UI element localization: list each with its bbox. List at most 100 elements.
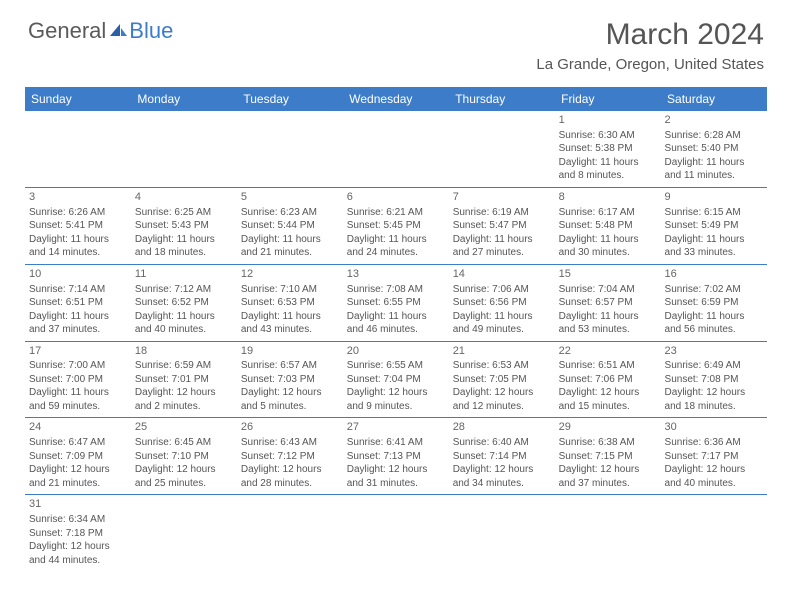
calendar-row: 17Sunrise: 7:00 AMSunset: 7:00 PMDayligh… — [25, 341, 767, 418]
calendar-cell: 7Sunrise: 6:19 AMSunset: 5:47 PMDaylight… — [449, 187, 555, 264]
cell-line: and 31 minutes. — [347, 477, 445, 491]
calendar-row: 1Sunrise: 6:30 AMSunset: 5:38 PMDaylight… — [25, 111, 767, 187]
cell-line: Sunrise: 6:21 AM — [347, 206, 445, 220]
calendar-cell: 18Sunrise: 6:59 AMSunset: 7:01 PMDayligh… — [131, 341, 237, 418]
calendar-cell: 17Sunrise: 7:00 AMSunset: 7:00 PMDayligh… — [25, 341, 131, 418]
day-number: 5 — [241, 190, 339, 205]
cell-line: Sunrise: 6:17 AM — [559, 206, 657, 220]
cell-line: Sunset: 5:38 PM — [559, 142, 657, 156]
calendar-cell: 31Sunrise: 6:34 AMSunset: 7:18 PMDayligh… — [25, 495, 131, 571]
cell-line: Daylight: 11 hours — [453, 310, 551, 324]
cell-line: Sunrise: 6:26 AM — [29, 206, 127, 220]
logo-text-1: General — [28, 18, 106, 44]
calendar-cell: 6Sunrise: 6:21 AMSunset: 5:45 PMDaylight… — [343, 187, 449, 264]
cell-line: and 56 minutes. — [665, 323, 763, 337]
day-header: Sunday — [25, 87, 131, 111]
day-number: 16 — [665, 267, 763, 282]
cell-line: Daylight: 11 hours — [453, 233, 551, 247]
cell-line: Sunset: 6:52 PM — [135, 296, 233, 310]
cell-line: Daylight: 11 hours — [135, 233, 233, 247]
calendar-cell: 29Sunrise: 6:38 AMSunset: 7:15 PMDayligh… — [555, 418, 661, 495]
cell-line: Sunrise: 7:12 AM — [135, 283, 233, 297]
cell-line: Sunset: 5:48 PM — [559, 219, 657, 233]
calendar-cell: 23Sunrise: 6:49 AMSunset: 7:08 PMDayligh… — [661, 341, 767, 418]
cell-line: Daylight: 11 hours — [29, 386, 127, 400]
calendar-cell: 21Sunrise: 6:53 AMSunset: 7:05 PMDayligh… — [449, 341, 555, 418]
title-block: March 2024 La Grande, Oregon, United Sta… — [536, 18, 764, 73]
calendar-cell: 27Sunrise: 6:41 AMSunset: 7:13 PMDayligh… — [343, 418, 449, 495]
calendar-cell — [343, 495, 449, 571]
calendar-cell: 9Sunrise: 6:15 AMSunset: 5:49 PMDaylight… — [661, 187, 767, 264]
cell-line: Sunset: 7:05 PM — [453, 373, 551, 387]
day-number: 13 — [347, 267, 445, 282]
cell-line: and 18 minutes. — [665, 400, 763, 414]
cell-line: and 59 minutes. — [29, 400, 127, 414]
calendar-cell — [131, 111, 237, 187]
day-number: 15 — [559, 267, 657, 282]
cell-line: Daylight: 11 hours — [559, 156, 657, 170]
cell-line: Daylight: 11 hours — [347, 310, 445, 324]
cell-line: and 34 minutes. — [453, 477, 551, 491]
cell-line: and 43 minutes. — [241, 323, 339, 337]
calendar-cell: 11Sunrise: 7:12 AMSunset: 6:52 PMDayligh… — [131, 264, 237, 341]
cell-line: Sunset: 7:17 PM — [665, 450, 763, 464]
day-header: Monday — [131, 87, 237, 111]
day-number: 9 — [665, 190, 763, 205]
cell-line: Sunset: 7:13 PM — [347, 450, 445, 464]
cell-line: and 12 minutes. — [453, 400, 551, 414]
cell-line: Sunset: 5:44 PM — [241, 219, 339, 233]
calendar-cell: 13Sunrise: 7:08 AMSunset: 6:55 PMDayligh… — [343, 264, 449, 341]
cell-line: Sunset: 7:08 PM — [665, 373, 763, 387]
cell-line: and 53 minutes. — [559, 323, 657, 337]
cell-line: Sunrise: 6:41 AM — [347, 436, 445, 450]
cell-line: Daylight: 12 hours — [559, 386, 657, 400]
calendar-cell — [237, 111, 343, 187]
calendar-cell — [343, 111, 449, 187]
day-number: 28 — [453, 420, 551, 435]
cell-line: and 2 minutes. — [135, 400, 233, 414]
day-number: 29 — [559, 420, 657, 435]
cell-line: and 44 minutes. — [29, 554, 127, 568]
cell-line: Sunrise: 7:04 AM — [559, 283, 657, 297]
cell-line: and 27 minutes. — [453, 246, 551, 260]
cell-line: Sunrise: 6:59 AM — [135, 359, 233, 373]
cell-line: Sunrise: 7:02 AM — [665, 283, 763, 297]
cell-line: Sunset: 7:04 PM — [347, 373, 445, 387]
cell-line: Daylight: 12 hours — [347, 386, 445, 400]
cell-line: and 28 minutes. — [241, 477, 339, 491]
cell-line: Daylight: 11 hours — [559, 310, 657, 324]
cell-line: Sunrise: 7:14 AM — [29, 283, 127, 297]
cell-line: Sunrise: 7:08 AM — [347, 283, 445, 297]
day-header: Wednesday — [343, 87, 449, 111]
cell-line: Daylight: 12 hours — [665, 386, 763, 400]
cell-line: Daylight: 11 hours — [665, 233, 763, 247]
cell-line: and 46 minutes. — [347, 323, 445, 337]
cell-line: Sunset: 7:10 PM — [135, 450, 233, 464]
calendar-cell — [131, 495, 237, 571]
cell-line: Sunset: 7:01 PM — [135, 373, 233, 387]
day-number: 11 — [135, 267, 233, 282]
day-number: 17 — [29, 344, 127, 359]
cell-line: Sunset: 5:49 PM — [665, 219, 763, 233]
cell-line: and 40 minutes. — [135, 323, 233, 337]
cell-line: and 49 minutes. — [453, 323, 551, 337]
day-number: 3 — [29, 190, 127, 205]
cell-line: Daylight: 11 hours — [135, 310, 233, 324]
cell-line: Daylight: 12 hours — [135, 386, 233, 400]
calendar-row: 10Sunrise: 7:14 AMSunset: 6:51 PMDayligh… — [25, 264, 767, 341]
month-title: March 2024 — [536, 18, 764, 52]
day-number: 24 — [29, 420, 127, 435]
day-number: 10 — [29, 267, 127, 282]
cell-line: Sunset: 6:59 PM — [665, 296, 763, 310]
cell-line: and 37 minutes. — [559, 477, 657, 491]
cell-line: and 8 minutes. — [559, 169, 657, 183]
cell-line: Sunset: 5:41 PM — [29, 219, 127, 233]
calendar-cell: 12Sunrise: 7:10 AMSunset: 6:53 PMDayligh… — [237, 264, 343, 341]
cell-line: Daylight: 11 hours — [347, 233, 445, 247]
cell-line: Daylight: 12 hours — [665, 463, 763, 477]
day-number: 4 — [135, 190, 233, 205]
cell-line: Sunset: 5:43 PM — [135, 219, 233, 233]
cell-line: Sunrise: 6:57 AM — [241, 359, 339, 373]
cell-line: Sunset: 6:56 PM — [453, 296, 551, 310]
cell-line: Daylight: 12 hours — [241, 386, 339, 400]
